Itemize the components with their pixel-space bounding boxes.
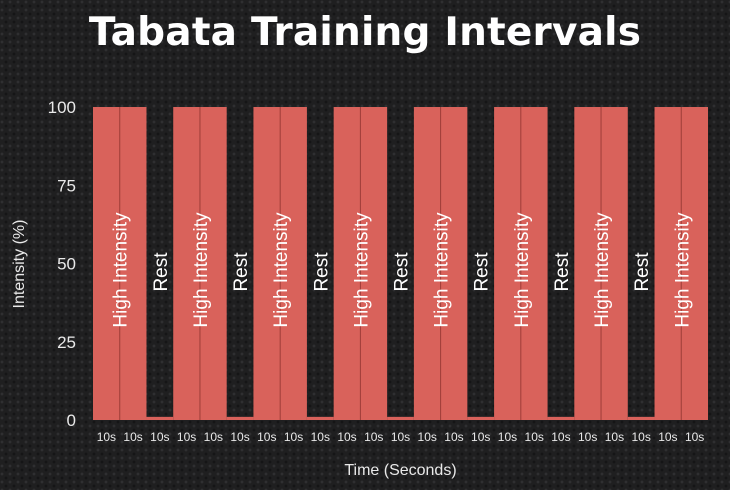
bar (547, 416, 575, 420)
bar-annotation: High Intensity (592, 212, 613, 328)
bar (306, 416, 334, 420)
x-tick-label: 10s (498, 430, 517, 444)
x-tick-label: 10s (578, 430, 597, 444)
x-tick-label: 10s (444, 430, 463, 444)
bar (520, 107, 548, 420)
bar (333, 107, 361, 420)
rest-annotation: Rest (632, 252, 653, 292)
x-tick-label: 10s (311, 430, 330, 444)
bar (654, 107, 682, 420)
bar (146, 416, 174, 420)
bar-annotation: High Intensity (351, 212, 372, 328)
bar (601, 107, 628, 420)
bar (467, 416, 495, 420)
x-tick-label: 10s (364, 430, 383, 444)
bar (119, 107, 147, 420)
rest-annotation: Rest (151, 252, 172, 292)
x-tick-label: 10s (337, 430, 356, 444)
bar (627, 416, 655, 420)
y-tick-label: 75 (57, 176, 76, 195)
bar (173, 107, 200, 420)
bar (413, 107, 441, 420)
x-tick-label: 10s (97, 430, 116, 444)
x-tick-label: 10s (257, 430, 276, 444)
rest-annotation: Rest (472, 252, 493, 292)
bar (440, 107, 468, 420)
bar (93, 107, 120, 420)
bar (574, 107, 602, 420)
x-tick-label: 10s (123, 430, 142, 444)
bar-annotation: High Intensity (191, 212, 212, 328)
bar (253, 107, 281, 420)
x-tick-label: 10s (685, 430, 704, 444)
x-tick-label: 10s (230, 430, 249, 444)
x-tick-label: 10s (150, 430, 169, 444)
bar (280, 107, 307, 420)
rest-annotation: Rest (392, 252, 413, 292)
x-tick-label: 10s (391, 430, 410, 444)
x-tick-label: 10s (177, 430, 196, 444)
y-tick-label: 0 (67, 411, 76, 430)
bar (494, 107, 521, 420)
x-tick-label: 10s (284, 430, 303, 444)
chart-title: Tabata Training Intervals (88, 10, 642, 55)
y-axis-title: Intensity (%) (11, 220, 28, 309)
x-tick-label: 10s (658, 430, 677, 444)
x-axis-title: Time (Seconds) (344, 462, 456, 479)
y-tick-label: 50 (57, 255, 76, 274)
x-tick-label: 10s (605, 430, 624, 444)
bar (226, 416, 254, 420)
bar-annotation: High Intensity (512, 212, 533, 328)
bar (199, 107, 227, 420)
x-tick-label: 10s (631, 430, 650, 444)
bar (681, 107, 708, 420)
y-tick-label: 25 (57, 333, 76, 352)
x-tick-label: 10s (551, 430, 570, 444)
x-tick-label: 10s (525, 430, 544, 444)
x-tick-label: 10s (418, 430, 437, 444)
rest-annotation: Rest (231, 252, 252, 292)
x-tick-label: 10s (471, 430, 490, 444)
bar (387, 416, 414, 420)
bar-annotation: High Intensity (271, 212, 292, 328)
y-tick-label: 100 (48, 98, 76, 117)
x-tick-label: 10s (204, 430, 223, 444)
bar-annotation: High Intensity (672, 212, 693, 328)
bar-annotation: High Intensity (432, 212, 453, 328)
rest-annotation: Rest (552, 252, 573, 292)
rest-annotation: Rest (311, 252, 332, 292)
bar (360, 107, 388, 420)
bar-annotation: High Intensity (111, 212, 132, 328)
